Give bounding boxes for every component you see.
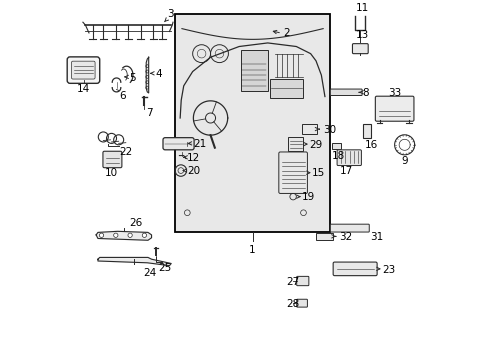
Text: 14: 14: [77, 84, 90, 94]
Circle shape: [99, 233, 103, 237]
Polygon shape: [98, 257, 171, 266]
Text: 6: 6: [119, 91, 126, 101]
Text: 28: 28: [286, 299, 299, 309]
Text: 24: 24: [143, 268, 157, 278]
Text: 3: 3: [167, 9, 174, 19]
Text: 12: 12: [187, 153, 200, 163]
Text: 31: 31: [369, 233, 383, 242]
Text: 10: 10: [104, 168, 117, 178]
Bar: [287, 137, 303, 151]
Text: 9: 9: [401, 156, 407, 166]
FancyBboxPatch shape: [103, 151, 122, 168]
Text: 16: 16: [364, 140, 377, 150]
Bar: [269, 79, 303, 98]
Text: 17: 17: [340, 166, 353, 176]
Text: 26: 26: [129, 218, 142, 228]
FancyBboxPatch shape: [329, 224, 368, 232]
Text: 4: 4: [155, 69, 162, 79]
Text: 13: 13: [355, 30, 368, 40]
Text: 32: 32: [339, 232, 352, 242]
Text: 5: 5: [129, 73, 136, 82]
FancyBboxPatch shape: [71, 61, 95, 79]
Polygon shape: [96, 231, 151, 240]
Circle shape: [142, 233, 146, 237]
Bar: [331, 143, 341, 149]
Text: 11: 11: [355, 3, 368, 13]
Bar: [241, 50, 267, 91]
Bar: [315, 233, 332, 239]
Text: 21: 21: [193, 139, 206, 149]
Text: 7: 7: [145, 108, 152, 118]
FancyBboxPatch shape: [329, 89, 362, 95]
Circle shape: [128, 233, 132, 237]
FancyBboxPatch shape: [67, 57, 100, 83]
Text: 30: 30: [323, 125, 336, 135]
Text: 18: 18: [331, 151, 345, 161]
Circle shape: [113, 233, 118, 237]
Text: 19: 19: [301, 192, 314, 202]
FancyBboxPatch shape: [332, 262, 376, 276]
FancyBboxPatch shape: [336, 150, 361, 166]
Text: 15: 15: [311, 168, 325, 179]
Text: 1: 1: [249, 245, 255, 255]
FancyBboxPatch shape: [296, 299, 307, 307]
FancyBboxPatch shape: [296, 276, 308, 286]
FancyBboxPatch shape: [278, 152, 307, 193]
FancyBboxPatch shape: [352, 44, 367, 54]
Bar: [363, 124, 370, 138]
Text: 22: 22: [119, 147, 132, 157]
Bar: [174, 14, 329, 233]
Text: 8: 8: [362, 88, 368, 98]
Bar: [301, 124, 316, 134]
Text: 23: 23: [381, 265, 394, 275]
Text: 33: 33: [388, 87, 401, 98]
Text: 27: 27: [286, 277, 299, 287]
FancyBboxPatch shape: [163, 138, 194, 150]
Text: 20: 20: [187, 166, 200, 176]
Polygon shape: [146, 57, 148, 93]
Text: 29: 29: [308, 140, 322, 150]
Text: 25: 25: [158, 263, 171, 273]
Text: 2: 2: [283, 28, 289, 38]
FancyBboxPatch shape: [375, 96, 413, 121]
